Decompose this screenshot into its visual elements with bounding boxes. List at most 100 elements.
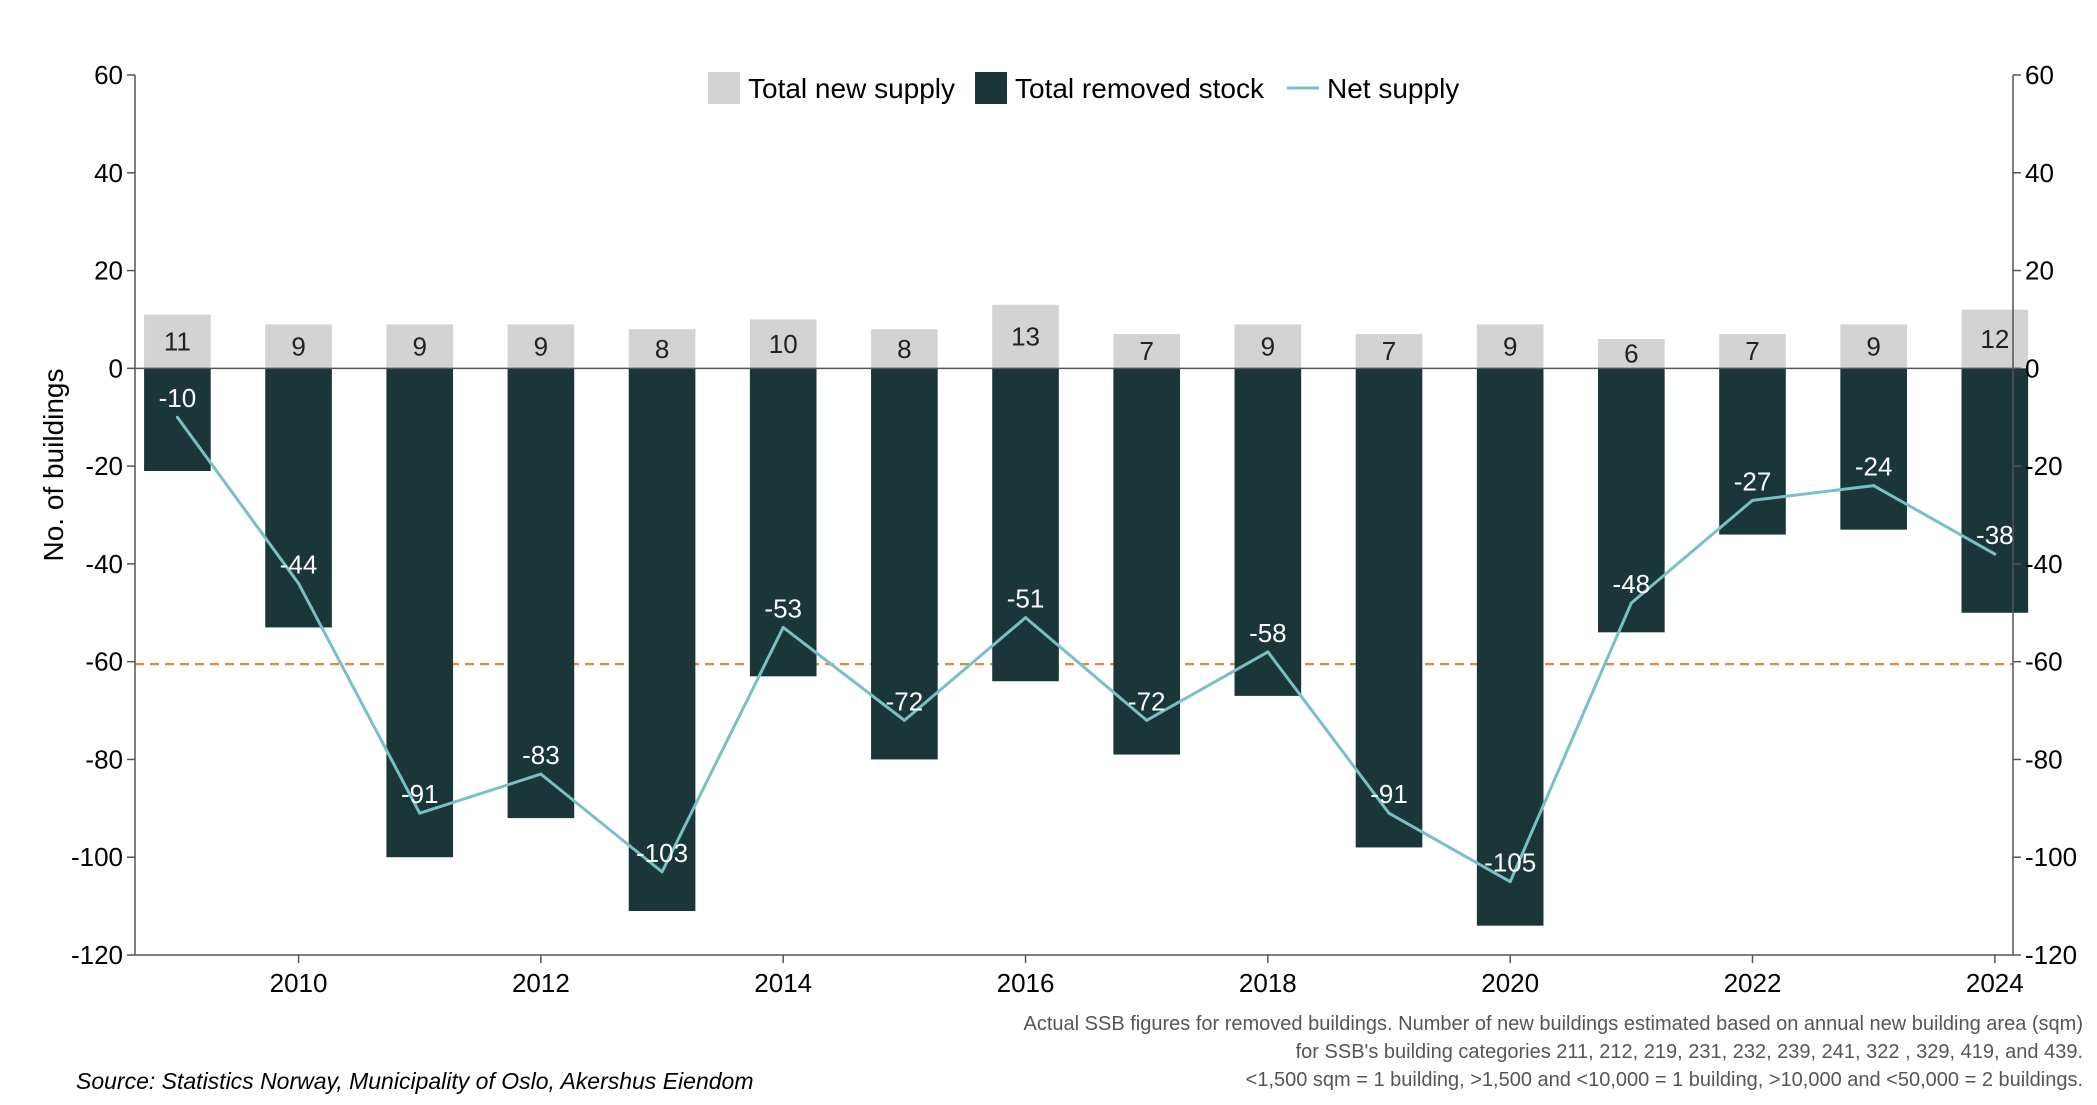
- label-net-supply-2017: -72: [1128, 686, 1166, 716]
- label-net-supply-2009: -10: [159, 383, 197, 413]
- label-net-supply-2024: -38: [1976, 520, 2014, 550]
- bar-new-supply-2021: [1598, 339, 1665, 369]
- label-net-supply-2015: -72: [886, 686, 924, 716]
- label-net-supply-2010: -44: [280, 549, 318, 579]
- label-net-supply-2016: -51: [1007, 584, 1045, 614]
- label-new-supply-2019: 7: [1382, 336, 1396, 366]
- label-new-supply-2012: 9: [534, 331, 548, 361]
- label-net-supply-2020: -105: [1484, 848, 1536, 878]
- net-supply-point-2021: [1629, 601, 1633, 605]
- bar-new-supply-2009: [144, 314, 211, 369]
- bar-removed-stock-2017: [1113, 368, 1181, 755]
- x-tick-label: 2014: [754, 968, 812, 998]
- bar-new-supply-2024: [1961, 309, 2029, 369]
- legend-label-removed-stock: Total removed stock: [1015, 73, 1265, 104]
- bar-new-supply-2017: [1113, 334, 1181, 369]
- bar-new-supply-2015: [871, 329, 938, 369]
- y-tick-label-right: 0: [2025, 353, 2039, 383]
- y-tick-label-left: 40: [94, 158, 123, 188]
- label-new-supply-2014: 10: [769, 329, 798, 359]
- net-supply-point-2024: [1993, 552, 1997, 556]
- net-supply-point-2009: [175, 415, 179, 419]
- label-new-supply-2009: 11: [164, 326, 191, 356]
- bar-removed-stock-2011: [386, 368, 454, 858]
- legend-label-net-supply: Net supply: [1327, 73, 1459, 104]
- label-new-supply-2011: 9: [412, 331, 426, 361]
- data-labels-layer: 11 -10 9 -44 9 -91 9 -83 8 -103 10 -53 8 -72 13 -51 7 -72…: [159, 322, 2014, 878]
- chart-footnote: Actual SSB figures for removed buildings…: [883, 1010, 2083, 1094]
- x-tick-label: 2018: [1239, 968, 1297, 998]
- label-new-supply-2010: 9: [291, 331, 305, 361]
- x-tick-label: 2020: [1481, 968, 1539, 998]
- bar-new-supply-2020: [1476, 324, 1544, 369]
- label-net-supply-2022: -27: [1734, 466, 1772, 496]
- label-new-supply-2015: 8: [897, 334, 911, 364]
- label-net-supply-2019: -91: [1370, 779, 1408, 809]
- label-net-supply-2021: -48: [1613, 569, 1651, 599]
- bar-removed-stock-2018: [1234, 368, 1302, 696]
- bar-removed-stock-2016: [992, 368, 1059, 682]
- bar-new-supply-2018: [1234, 324, 1302, 369]
- x-tick-label: 2024: [1966, 968, 2024, 998]
- bar-new-supply-2022: [1719, 334, 1786, 369]
- legend-swatch-removed-stock: [975, 72, 1007, 104]
- y-tick-label-left: -60: [85, 647, 123, 677]
- label-new-supply-2016: 13: [1011, 322, 1040, 352]
- y-tick-label-right: -60: [2025, 647, 2063, 677]
- net-supply-line-layer: [175, 415, 1997, 884]
- y-tick-label-right: -100: [2025, 842, 2077, 872]
- net-supply-line: [176, 416, 1996, 884]
- bar-removed-stock-2023: [1840, 368, 1907, 530]
- label-new-supply-2024: 12: [1980, 324, 2009, 354]
- net-supply-point-2020: [1508, 880, 1512, 884]
- legend-label-new-supply: Total new supply: [748, 73, 955, 104]
- source-note: Source: Statistics Norway, Municipality …: [76, 1068, 754, 1094]
- net-supply-point-2015: [902, 718, 906, 722]
- bar-new-supply-2014: [749, 319, 817, 369]
- y-tick-label-right: 20: [2025, 256, 2054, 286]
- net-supply-point-2016: [1024, 616, 1028, 620]
- y-tick-label-right: 60: [2025, 60, 2054, 90]
- bar-new-supply-2016: [992, 304, 1059, 369]
- label-net-supply-2011: -91: [401, 779, 439, 809]
- bar-removed-stock-2010: [265, 368, 332, 628]
- y-tick-label-right: -40: [2025, 549, 2063, 579]
- y-tick-label-left: 20: [94, 256, 123, 286]
- label-net-supply-2023: -24: [1855, 452, 1893, 482]
- label-net-supply-2014: -53: [764, 593, 802, 623]
- bar-removed-stock-2013: [628, 368, 696, 911]
- label-new-supply-2013: 8: [655, 334, 669, 364]
- net-supply-point-2017: [1145, 718, 1149, 722]
- label-new-supply-2020: 9: [1503, 331, 1517, 361]
- y-tick-label-left: -120: [71, 940, 123, 970]
- y-tick-label-right: -120: [2025, 940, 2077, 970]
- bar-new-supply-2023: [1840, 324, 1907, 369]
- bar-removed-stock-2019: [1355, 368, 1423, 848]
- net-supply-point-2019: [1387, 811, 1391, 815]
- net-supply-point-2011: [418, 811, 422, 815]
- legend: Total new supply Total removed stock Net s…: [708, 72, 1459, 104]
- bar-new-supply-2010: [265, 324, 332, 369]
- y-tick-label-left: 0: [109, 353, 123, 383]
- y-tick-label-right: -20: [2025, 451, 2063, 481]
- label-new-supply-2022: 7: [1745, 336, 1759, 366]
- x-tick-label: 2016: [997, 968, 1055, 998]
- bar-removed-stock-2024: [1961, 368, 2029, 613]
- x-tick-label: 2022: [1724, 968, 1782, 998]
- footnote-line-2: for SSB's building categories 211, 212, …: [1295, 1041, 2083, 1063]
- bar-removed-stock-2015: [871, 368, 938, 760]
- y-tick-label-left: -100: [71, 842, 123, 872]
- label-new-supply-2021: 6: [1624, 339, 1638, 369]
- x-tick-label: 2010: [270, 968, 328, 998]
- net-supply-point-2010: [297, 581, 301, 585]
- label-net-supply-2012: -83: [522, 740, 560, 770]
- y-tick-label-left: 60: [94, 60, 123, 90]
- y-tick-label-left: -80: [85, 744, 123, 774]
- y-axis-title: No. of buildings: [38, 368, 69, 561]
- label-new-supply-2018: 9: [1261, 331, 1275, 361]
- bar-removed-stock-2022: [1719, 368, 1786, 535]
- y-tick-label-left: -20: [85, 451, 123, 481]
- net-supply-point-2014: [781, 625, 785, 629]
